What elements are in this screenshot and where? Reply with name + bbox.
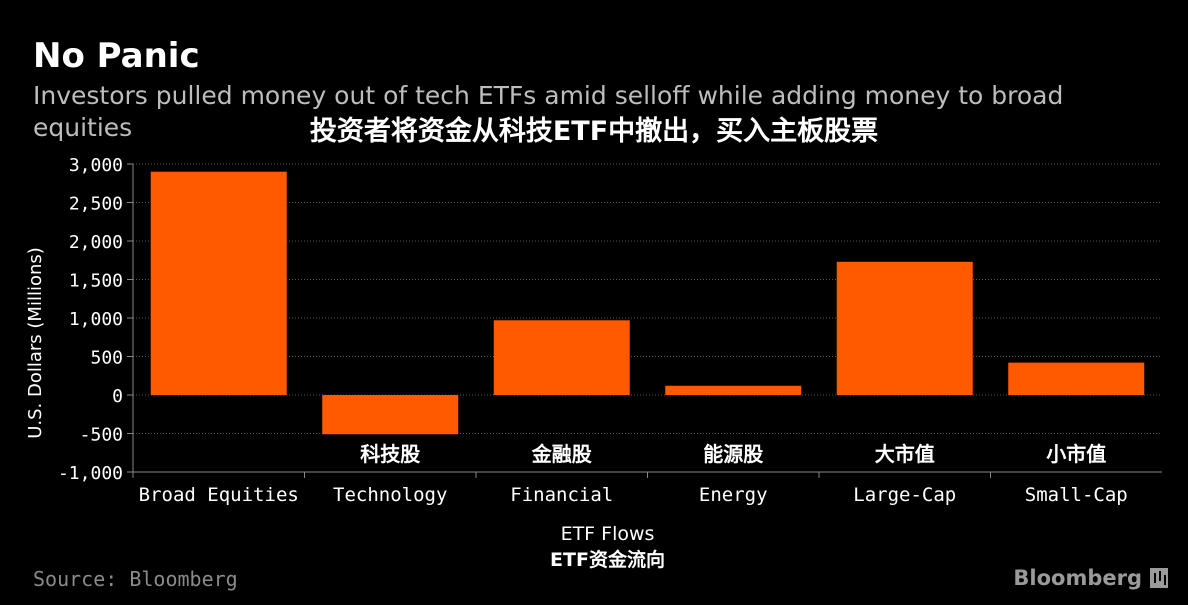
chart-subtitle: Investors pulled money out of tech ETFs … xyxy=(33,81,1064,142)
bloomberg-terminal-icon xyxy=(1150,568,1168,588)
y-tick-label: 500 xyxy=(90,348,123,369)
bars xyxy=(150,171,1145,435)
brand-name: Bloomberg xyxy=(1013,566,1142,590)
bar xyxy=(836,261,973,395)
chart-title: No Panic xyxy=(33,36,200,76)
x-tick-label-chinese: 能源股 xyxy=(703,442,763,466)
bar xyxy=(322,395,459,435)
y-tick-label: -500 xyxy=(80,425,123,446)
x-tick-label: Energy xyxy=(699,484,768,506)
y-tick-label: 3,000 xyxy=(69,155,123,176)
axes xyxy=(127,163,1162,478)
bloomberg-logo: Bloomberg xyxy=(1013,565,1168,591)
bar xyxy=(1008,362,1145,395)
labels: -1,000 -500 0 500 1,000 1,500 2,000 2,500 3,000 B… xyxy=(25,155,1128,571)
bar xyxy=(665,385,802,395)
x-tick-label: Small-Cap xyxy=(1025,484,1128,506)
y-tick-label: 1,000 xyxy=(69,309,123,330)
y-tick-label: 2,000 xyxy=(69,232,123,253)
x-tick-label-chinese: 金融股 xyxy=(531,442,592,466)
y-tick-label: 2,500 xyxy=(69,194,123,215)
y-tick-label: 1,500 xyxy=(69,271,123,292)
chart-subtitle-chinese: 投资者将资金从科技ETF中撤出，买入主板股票 xyxy=(309,116,879,147)
bar xyxy=(493,320,630,395)
y-tick-label: -1,000 xyxy=(58,463,123,484)
x-tick-label: Financial xyxy=(510,484,613,506)
x-tick-label-chinese: 科技股 xyxy=(360,442,420,466)
x-axis-title: ETF Flows xyxy=(561,523,655,545)
x-tick-label-chinese: 小市值 xyxy=(1046,442,1106,466)
x-tick-label: Large-Cap xyxy=(853,484,956,506)
x-tick-label: Technology xyxy=(333,484,447,506)
x-tick-label-chinese: 大市值 xyxy=(875,442,935,466)
x-axis-title-chinese: ETF资金流向 xyxy=(550,548,665,571)
bar xyxy=(150,171,287,395)
source-note: Source: Bloomberg xyxy=(33,567,238,591)
y-axis-title: U.S. Dollars (Millions) xyxy=(25,247,46,439)
gridlines xyxy=(133,163,1162,473)
y-tick-label: 0 xyxy=(112,386,123,407)
x-tick-label: Broad Equities xyxy=(139,484,299,506)
